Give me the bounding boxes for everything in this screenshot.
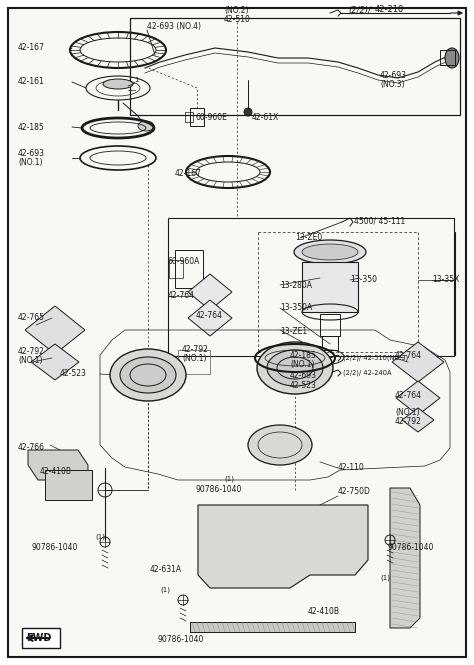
Text: 60-960A: 60-960A — [168, 257, 201, 267]
Text: 90786-1040: 90786-1040 — [388, 543, 434, 553]
Text: 42-410B: 42-410B — [308, 608, 340, 616]
Polygon shape — [45, 470, 92, 500]
Text: 1: 1 — [134, 77, 138, 83]
Text: 13-350A: 13-350A — [280, 303, 312, 313]
Text: 13-ZE0: 13-ZE0 — [295, 233, 322, 243]
Text: 42-792: 42-792 — [18, 348, 45, 356]
Bar — [185, 112, 193, 122]
Text: (NO.1): (NO.1) — [18, 356, 43, 366]
Text: 42-167: 42-167 — [18, 43, 45, 53]
Text: 42-510: 42-510 — [224, 15, 250, 23]
Text: 42-693: 42-693 — [18, 150, 45, 158]
Text: (NO.1): (NO.1) — [395, 408, 419, 416]
Text: 42-764: 42-764 — [196, 311, 223, 319]
Ellipse shape — [138, 121, 154, 131]
Polygon shape — [392, 342, 444, 382]
Text: 42-764: 42-764 — [168, 291, 195, 301]
Bar — [190, 108, 204, 126]
Text: 42-210: 42-210 — [375, 5, 404, 15]
Polygon shape — [198, 505, 368, 588]
Text: 42-792: 42-792 — [182, 346, 209, 354]
Ellipse shape — [103, 79, 133, 89]
Text: 42-693 (NO.4): 42-693 (NO.4) — [147, 21, 201, 31]
Circle shape — [244, 108, 252, 116]
Ellipse shape — [294, 240, 366, 264]
Text: (1): (1) — [224, 475, 234, 482]
Text: 42-523: 42-523 — [60, 370, 87, 378]
Text: 42-185: 42-185 — [290, 352, 317, 360]
Text: 4500/ 45-111: 4500/ 45-111 — [354, 217, 405, 225]
Ellipse shape — [248, 425, 312, 465]
Ellipse shape — [120, 357, 176, 393]
Text: 42-693: 42-693 — [290, 370, 317, 380]
Text: 42-523: 42-523 — [290, 382, 317, 390]
Text: 42-410B: 42-410B — [40, 467, 72, 477]
Text: 42-161: 42-161 — [18, 78, 45, 86]
Ellipse shape — [445, 48, 459, 68]
Text: 42-792: 42-792 — [395, 416, 422, 426]
Text: 42-110: 42-110 — [338, 464, 365, 473]
Text: (NO.2): (NO.2) — [225, 7, 249, 15]
Text: FWD: FWD — [26, 633, 51, 643]
Bar — [169, 260, 183, 278]
Text: 42-631A: 42-631A — [150, 565, 182, 575]
Polygon shape — [396, 381, 440, 415]
Text: 42-185: 42-185 — [18, 122, 45, 132]
Text: 42-750D: 42-750D — [338, 487, 371, 497]
Bar — [322, 336, 338, 350]
Polygon shape — [90, 322, 458, 488]
Bar — [320, 314, 340, 336]
Polygon shape — [188, 300, 232, 336]
Text: (NO.1): (NO.1) — [182, 354, 207, 364]
Bar — [175, 250, 203, 288]
Ellipse shape — [257, 342, 333, 394]
Text: 42-765: 42-765 — [18, 313, 45, 323]
Text: 42-693: 42-693 — [380, 72, 407, 80]
Bar — [302, 262, 358, 312]
Text: 60-960E: 60-960E — [196, 114, 228, 122]
Text: (1): (1) — [95, 534, 105, 540]
Polygon shape — [390, 488, 420, 628]
Text: 90786-1040: 90786-1040 — [196, 485, 242, 495]
Polygon shape — [25, 306, 85, 354]
Ellipse shape — [267, 350, 323, 386]
Bar — [178, 350, 210, 374]
Text: 90786-1040: 90786-1040 — [32, 543, 78, 553]
Ellipse shape — [110, 349, 186, 401]
Bar — [440, 50, 455, 65]
Text: 42-766: 42-766 — [18, 444, 45, 452]
Text: 42-764: 42-764 — [395, 350, 422, 360]
Text: (NO.3): (NO.3) — [380, 80, 405, 90]
Text: 42-764: 42-764 — [395, 390, 422, 400]
Text: (2/2)/ 42-510(NO.3): (2/2)/ 42-510(NO.3) — [343, 354, 408, 361]
Bar — [130, 18, 460, 115]
Bar — [190, 622, 355, 632]
Text: (NO.1): (NO.1) — [290, 360, 315, 370]
Text: 42-61X: 42-61X — [252, 114, 279, 122]
Text: (2/2)/: (2/2)/ — [348, 5, 371, 15]
Text: (NO.1): (NO.1) — [18, 158, 43, 168]
Bar — [168, 218, 454, 356]
Text: (2/2)/ 42-240A: (2/2)/ 42-240A — [343, 370, 392, 376]
Polygon shape — [188, 274, 232, 310]
Text: 13-350: 13-350 — [350, 275, 377, 285]
Text: 42-167: 42-167 — [175, 170, 202, 178]
Text: 90786-1040: 90786-1040 — [158, 636, 204, 644]
Polygon shape — [28, 450, 88, 480]
Text: 13-ZE1: 13-ZE1 — [280, 327, 307, 336]
Ellipse shape — [302, 244, 358, 260]
Text: (1): (1) — [380, 575, 390, 581]
Bar — [22, 628, 60, 648]
Polygon shape — [402, 408, 434, 432]
Text: 13-280A: 13-280A — [280, 281, 312, 289]
Polygon shape — [31, 344, 79, 380]
Text: 13-35X: 13-35X — [432, 275, 459, 285]
Text: (1): (1) — [160, 587, 170, 593]
